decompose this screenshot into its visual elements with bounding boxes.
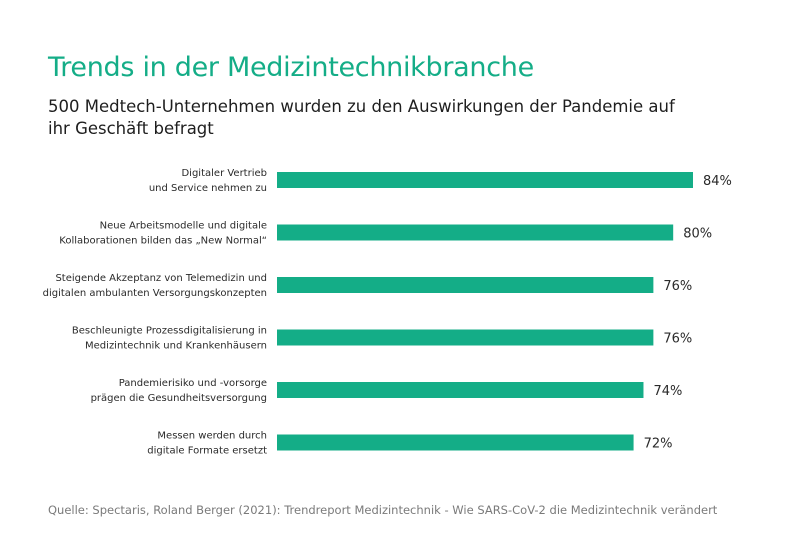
category-label: Messen werden durch digitale Formate erse…	[147, 431, 267, 457]
bar-row: Digitaler Vertrieb und Service nehmen zu 8…	[149, 168, 732, 194]
chart-subtitle: 500 Medtech-Unternehmen wurden zu den Au…	[48, 97, 675, 138]
value-label: 72%	[644, 437, 673, 452]
category-label: Steigende Akzeptanz von Telemedizin und d…	[43, 273, 267, 299]
bar	[277, 434, 634, 451]
value-label: 80%	[683, 227, 712, 242]
bar-row: Neue Arbeitsmodelle und digitale Kollabor…	[59, 221, 712, 247]
chart-title: Trends in der Medizintechnikbranche	[48, 52, 534, 83]
bar	[277, 224, 674, 241]
value-label: 76%	[663, 279, 692, 294]
bar	[277, 329, 654, 346]
bar	[277, 382, 644, 398]
category-label: Digitaler Vertrieb und Service nehmen zu	[149, 168, 267, 194]
bar-row: Pandemierisiko und -vorsorge prägen die G…	[91, 378, 683, 404]
category-label: Neue Arbeitsmodelle und digitale Kollabor…	[59, 221, 267, 247]
bar-row: Beschleunigte Prozessdigitalisierung in M…	[72, 326, 692, 352]
bar-row: Steigende Akzeptanz von Telemedizin und d…	[43, 273, 693, 299]
category-label: Pandemierisiko und -vorsorge prägen die G…	[91, 378, 267, 404]
value-label: 74%	[653, 384, 682, 399]
source-note: Quelle: Spectaris, Roland Berger (2021):…	[48, 503, 718, 517]
bar-chart: Digitaler Vertrieb und Service nehmen zu 8…	[43, 168, 732, 457]
bar	[277, 172, 693, 188]
bar-row: Messen werden durch digitale Formate erse…	[147, 431, 672, 457]
value-label: 76%	[663, 332, 692, 347]
value-label: 84%	[703, 174, 732, 189]
category-label: Beschleunigte Prozessdigitalisierung in M…	[72, 326, 267, 352]
bar	[277, 277, 654, 293]
